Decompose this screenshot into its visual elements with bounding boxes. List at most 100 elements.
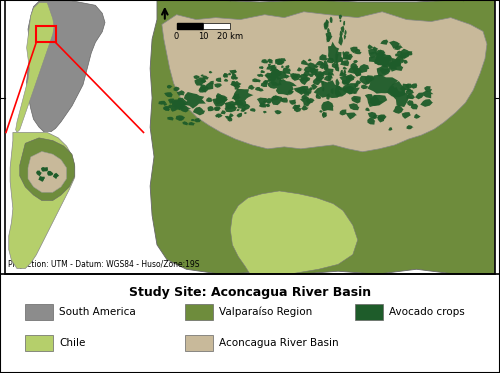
Polygon shape	[225, 116, 229, 119]
Polygon shape	[200, 84, 209, 93]
Polygon shape	[282, 68, 291, 74]
Polygon shape	[353, 69, 357, 72]
Polygon shape	[395, 53, 402, 57]
Polygon shape	[20, 138, 75, 201]
Polygon shape	[285, 65, 290, 69]
Polygon shape	[406, 88, 412, 92]
Polygon shape	[164, 103, 168, 106]
Polygon shape	[214, 83, 222, 88]
Polygon shape	[171, 101, 175, 103]
Polygon shape	[394, 45, 403, 50]
Polygon shape	[392, 91, 413, 107]
Polygon shape	[324, 60, 328, 70]
Polygon shape	[198, 86, 206, 93]
Text: South America: South America	[59, 307, 136, 317]
Polygon shape	[257, 98, 268, 105]
Polygon shape	[354, 72, 360, 75]
Polygon shape	[301, 105, 308, 110]
Bar	[355, 304, 383, 320]
Polygon shape	[266, 104, 269, 106]
Polygon shape	[296, 67, 303, 72]
Polygon shape	[257, 74, 260, 77]
Polygon shape	[9, 132, 75, 269]
Polygon shape	[328, 72, 332, 81]
Polygon shape	[302, 95, 308, 100]
Polygon shape	[266, 104, 270, 107]
Polygon shape	[394, 56, 404, 63]
Polygon shape	[220, 95, 228, 102]
Polygon shape	[234, 70, 237, 73]
Polygon shape	[280, 98, 288, 103]
Polygon shape	[325, 66, 329, 70]
Polygon shape	[335, 61, 339, 72]
Polygon shape	[231, 76, 237, 80]
Polygon shape	[164, 92, 173, 97]
Polygon shape	[267, 59, 273, 63]
Polygon shape	[244, 112, 248, 114]
Polygon shape	[260, 70, 264, 73]
Polygon shape	[300, 97, 312, 106]
Polygon shape	[227, 116, 232, 122]
Polygon shape	[288, 90, 294, 93]
Polygon shape	[340, 72, 347, 77]
Polygon shape	[306, 62, 315, 69]
Polygon shape	[402, 112, 411, 119]
Polygon shape	[325, 19, 330, 27]
Polygon shape	[194, 77, 206, 85]
Polygon shape	[320, 62, 329, 69]
Polygon shape	[202, 75, 209, 79]
Polygon shape	[275, 60, 283, 65]
Polygon shape	[339, 15, 342, 19]
Polygon shape	[242, 107, 246, 112]
Polygon shape	[346, 74, 356, 82]
Polygon shape	[406, 93, 416, 99]
Polygon shape	[340, 109, 347, 116]
Polygon shape	[400, 84, 410, 91]
Bar	[25, 335, 53, 351]
Polygon shape	[324, 22, 327, 30]
Polygon shape	[214, 107, 220, 111]
Polygon shape	[167, 85, 172, 89]
Polygon shape	[216, 113, 222, 118]
Polygon shape	[368, 95, 383, 107]
Polygon shape	[309, 87, 313, 90]
Polygon shape	[374, 56, 391, 66]
Polygon shape	[248, 85, 256, 90]
Polygon shape	[330, 88, 334, 94]
Polygon shape	[168, 104, 173, 108]
Polygon shape	[316, 61, 324, 66]
Polygon shape	[272, 95, 279, 100]
Polygon shape	[182, 121, 188, 125]
Polygon shape	[226, 106, 231, 109]
Polygon shape	[375, 50, 386, 59]
Polygon shape	[381, 60, 390, 67]
Polygon shape	[236, 109, 240, 111]
Polygon shape	[392, 59, 402, 66]
Polygon shape	[294, 107, 302, 112]
Polygon shape	[360, 76, 372, 85]
Polygon shape	[268, 101, 272, 104]
Polygon shape	[312, 76, 324, 85]
Polygon shape	[372, 115, 377, 119]
Polygon shape	[176, 115, 185, 121]
Polygon shape	[232, 94, 240, 100]
Polygon shape	[314, 69, 318, 72]
Polygon shape	[200, 75, 204, 76]
Polygon shape	[342, 51, 345, 56]
Polygon shape	[368, 75, 398, 94]
Polygon shape	[366, 80, 370, 84]
Polygon shape	[322, 71, 324, 76]
Polygon shape	[354, 98, 358, 100]
Polygon shape	[349, 86, 354, 91]
Polygon shape	[209, 71, 213, 73]
Bar	[25, 304, 53, 320]
Polygon shape	[296, 87, 306, 95]
Polygon shape	[340, 70, 343, 75]
Polygon shape	[366, 75, 374, 83]
Polygon shape	[330, 16, 332, 23]
Polygon shape	[322, 69, 334, 76]
Polygon shape	[177, 98, 188, 106]
Polygon shape	[302, 91, 311, 96]
Polygon shape	[322, 101, 334, 112]
Polygon shape	[308, 59, 312, 61]
